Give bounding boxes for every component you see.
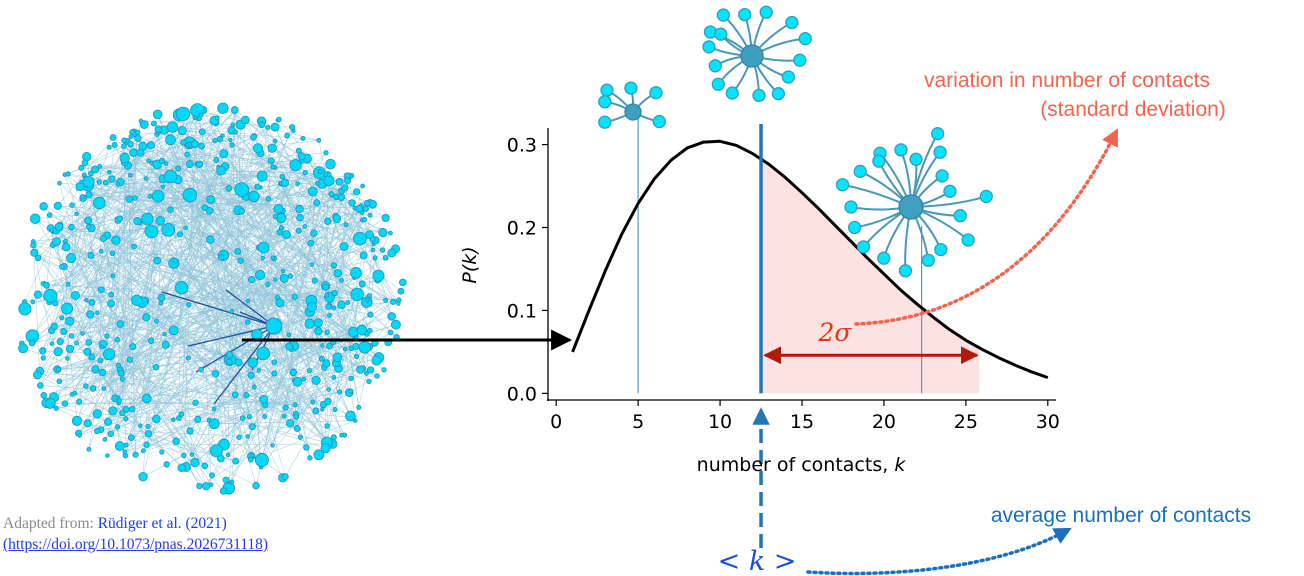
star-leaf-node [835, 178, 850, 192]
star-hub-node [898, 194, 924, 220]
variation-connector-dotted [854, 128, 1118, 326]
star-leaf-node [649, 86, 663, 100]
x-axis-label: number of contacts, k [697, 454, 907, 476]
y-axis-label: P(k) [459, 246, 481, 283]
star-network-medium-icon [702, 5, 812, 103]
star-leaf-node [785, 15, 799, 30]
average-connector-dotted [806, 527, 1072, 576]
sigma-label: 2σ [818, 318, 853, 347]
source-credit: Adapted from: Rüdiger et al. (2021) (htt… [3, 513, 268, 555]
star-leaf-node [921, 253, 935, 267]
distribution-curve [571, 139, 1049, 380]
variation-label-line2: (standard deviation) [1040, 98, 1226, 121]
star-leaf-node [702, 40, 716, 54]
x-tick-label: 20 [872, 411, 896, 433]
star-leaf-node [714, 27, 728, 41]
star-leaf-node [624, 81, 638, 95]
star-network-large-icon [835, 127, 993, 278]
star-leaf-node [943, 184, 957, 198]
star-leaf-node [935, 169, 949, 183]
star-leaf-node [953, 209, 967, 223]
star-hub-node [740, 44, 764, 68]
star-leaf-node [752, 88, 766, 103]
star-leaf-node [725, 86, 739, 100]
citation-link[interactable]: Rüdiger et al. (2021) [97, 515, 227, 532]
mean-k-label: < k > [718, 546, 797, 576]
star-leaf-node [771, 87, 786, 101]
doi-link[interactable]: (https://doi.org/10.1073/pnas.2026731118… [3, 536, 269, 553]
star-leaf-node [798, 32, 812, 46]
star-leaf-node [961, 233, 975, 247]
x-tick-label: 10 [708, 411, 732, 433]
y-tick-label: 0.0 [507, 383, 537, 405]
star-leaf-node [931, 127, 945, 141]
star-leaf-node [909, 152, 923, 166]
star-leaf-node [877, 251, 891, 265]
x-tick-label: 0 [550, 411, 562, 433]
star-leaf-node [934, 242, 948, 257]
star-leaf-node [979, 189, 993, 204]
credit-prefix: Adapted from: [3, 515, 98, 532]
star-leaf-node [600, 83, 614, 97]
star-hub-node [624, 103, 642, 121]
star-leaf-node [759, 5, 773, 19]
star-leaf-node [598, 95, 612, 109]
x-tick-label: 30 [1036, 411, 1060, 433]
star-leaf-node [708, 59, 722, 73]
x-tick-label: 5 [632, 411, 644, 433]
chart-axes: 0 5 10 15 20 25 30 0.0 0.1 0.2 0.3 [507, 128, 1060, 433]
x-tick-label: 15 [790, 411, 814, 433]
star-leaf-node [844, 200, 858, 214]
shade-rect [761, 141, 979, 394]
star-network-small-icon [598, 81, 666, 129]
star-leaf-node [856, 240, 871, 254]
star-leaf-node [716, 8, 730, 22]
star-leaf-node [738, 7, 752, 22]
star-leaf-node [847, 220, 862, 235]
y-tick-label: 0.2 [507, 218, 537, 240]
star-leaf-node [853, 164, 867, 179]
star-leaf-node [933, 145, 947, 159]
star-leaf-node [598, 115, 612, 129]
y-tick-label: 0.1 [507, 300, 537, 322]
average-label: average number of contacts [991, 504, 1251, 527]
star-leaf-node [793, 53, 807, 67]
std-deviation-shade [761, 141, 979, 394]
star-leaf-node [898, 264, 913, 278]
network-sphere-icon [18, 102, 407, 495]
y-tick-label: 0.3 [507, 135, 537, 157]
star-leaf-node [652, 114, 666, 129]
x-tick-label: 25 [954, 411, 978, 433]
star-leaf-node [894, 143, 908, 157]
star-leaf-node [872, 154, 886, 168]
variation-label-line1: variation in number of contacts [924, 69, 1210, 92]
star-leaf-node [781, 70, 796, 84]
star-leaf-node [711, 77, 725, 91]
